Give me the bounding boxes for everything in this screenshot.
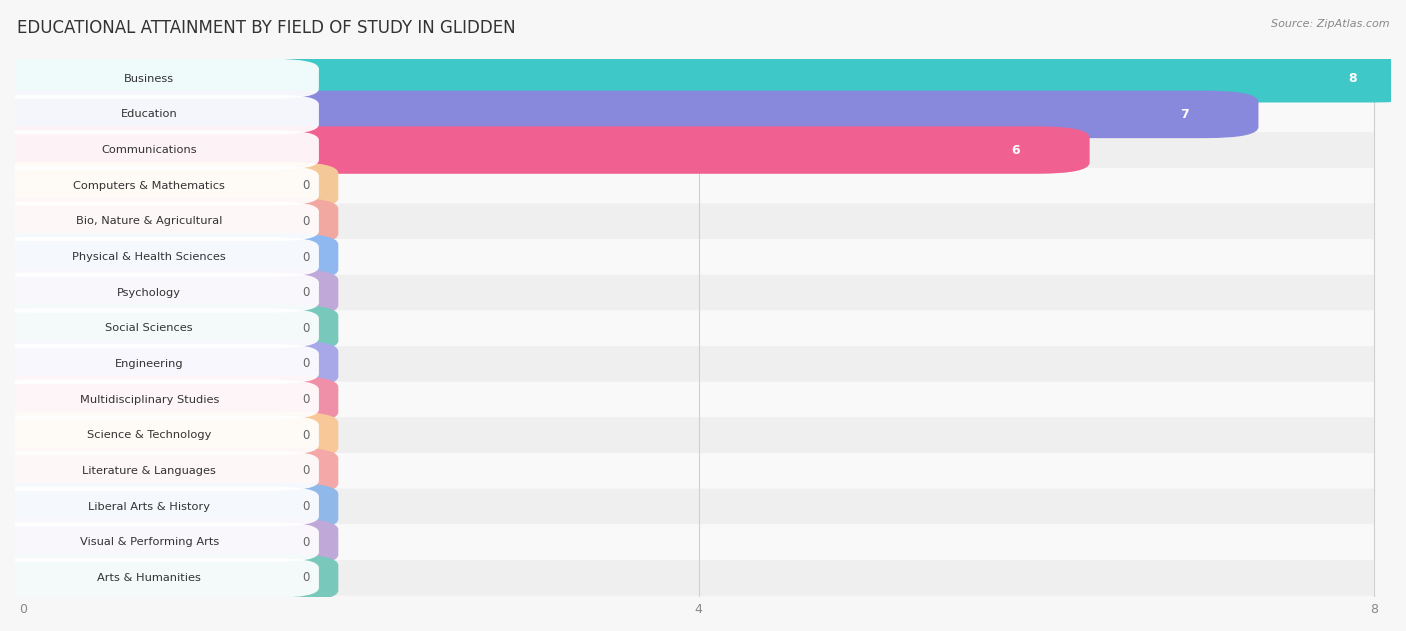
Text: Bio, Nature & Agricultural: Bio, Nature & Agricultural [76, 216, 222, 227]
FancyBboxPatch shape [0, 162, 339, 209]
Text: EDUCATIONAL ATTAINMENT BY FIELD OF STUDY IN GLIDDEN: EDUCATIONAL ATTAINMENT BY FIELD OF STUDY… [17, 19, 516, 37]
FancyBboxPatch shape [0, 344, 319, 384]
FancyBboxPatch shape [24, 275, 1374, 310]
Text: Communications: Communications [101, 145, 197, 155]
Text: 0: 0 [302, 286, 309, 299]
FancyBboxPatch shape [24, 133, 1374, 168]
Text: 0: 0 [302, 464, 309, 478]
FancyBboxPatch shape [24, 524, 1374, 560]
FancyBboxPatch shape [24, 204, 1374, 239]
FancyBboxPatch shape [24, 453, 1374, 489]
Text: Arts & Humanities: Arts & Humanities [97, 573, 201, 583]
Text: Business: Business [124, 74, 174, 84]
FancyBboxPatch shape [24, 61, 1374, 97]
Text: Source: ZipAtlas.com: Source: ZipAtlas.com [1271, 19, 1389, 29]
Text: Engineering: Engineering [115, 359, 184, 369]
Text: 7: 7 [1180, 108, 1188, 121]
FancyBboxPatch shape [24, 560, 1374, 596]
Text: Liberal Arts & History: Liberal Arts & History [89, 502, 211, 512]
FancyBboxPatch shape [24, 168, 1374, 204]
Text: 0: 0 [302, 571, 309, 584]
FancyBboxPatch shape [0, 233, 339, 281]
FancyBboxPatch shape [0, 269, 339, 316]
Text: 0: 0 [302, 393, 309, 406]
Text: Multidisciplinary Studies: Multidisciplinary Studies [80, 394, 219, 404]
FancyBboxPatch shape [0, 522, 319, 562]
FancyBboxPatch shape [0, 483, 339, 530]
Text: 0: 0 [302, 536, 309, 549]
FancyBboxPatch shape [0, 411, 339, 459]
Text: 0: 0 [302, 357, 309, 370]
Text: 8: 8 [1348, 73, 1357, 85]
Text: 0: 0 [302, 179, 309, 192]
FancyBboxPatch shape [24, 346, 1374, 382]
FancyBboxPatch shape [24, 489, 1374, 524]
Text: 0: 0 [302, 500, 309, 513]
FancyBboxPatch shape [0, 201, 319, 241]
Text: Psychology: Psychology [117, 288, 181, 298]
Text: 0: 0 [302, 428, 309, 442]
FancyBboxPatch shape [0, 95, 319, 134]
FancyBboxPatch shape [24, 418, 1374, 453]
FancyBboxPatch shape [0, 55, 1406, 102]
FancyBboxPatch shape [0, 166, 319, 206]
FancyBboxPatch shape [24, 97, 1374, 133]
Text: Education: Education [121, 109, 177, 119]
Text: Literature & Languages: Literature & Languages [83, 466, 217, 476]
FancyBboxPatch shape [0, 558, 319, 598]
FancyBboxPatch shape [0, 273, 319, 312]
Text: 6: 6 [1011, 144, 1019, 156]
Text: 0: 0 [302, 251, 309, 264]
Text: Computers & Mathematics: Computers & Mathematics [73, 180, 225, 191]
FancyBboxPatch shape [24, 310, 1374, 346]
Text: Social Sciences: Social Sciences [105, 323, 193, 333]
FancyBboxPatch shape [0, 237, 319, 277]
Text: Science & Technology: Science & Technology [87, 430, 211, 440]
FancyBboxPatch shape [0, 130, 319, 170]
FancyBboxPatch shape [0, 198, 339, 245]
FancyBboxPatch shape [0, 451, 319, 491]
FancyBboxPatch shape [0, 380, 319, 420]
Text: Physical & Health Sciences: Physical & Health Sciences [72, 252, 226, 262]
FancyBboxPatch shape [24, 382, 1374, 418]
FancyBboxPatch shape [0, 376, 339, 423]
FancyBboxPatch shape [24, 239, 1374, 275]
FancyBboxPatch shape [0, 554, 339, 601]
FancyBboxPatch shape [0, 340, 339, 387]
FancyBboxPatch shape [0, 309, 319, 348]
FancyBboxPatch shape [0, 59, 319, 98]
Text: Visual & Performing Arts: Visual & Performing Arts [80, 537, 219, 547]
FancyBboxPatch shape [0, 91, 1258, 138]
FancyBboxPatch shape [0, 305, 339, 352]
Text: 0: 0 [302, 215, 309, 228]
FancyBboxPatch shape [0, 519, 339, 566]
FancyBboxPatch shape [0, 415, 319, 455]
FancyBboxPatch shape [0, 487, 319, 526]
FancyBboxPatch shape [0, 126, 1090, 174]
FancyBboxPatch shape [0, 447, 339, 495]
Text: 0: 0 [302, 322, 309, 335]
